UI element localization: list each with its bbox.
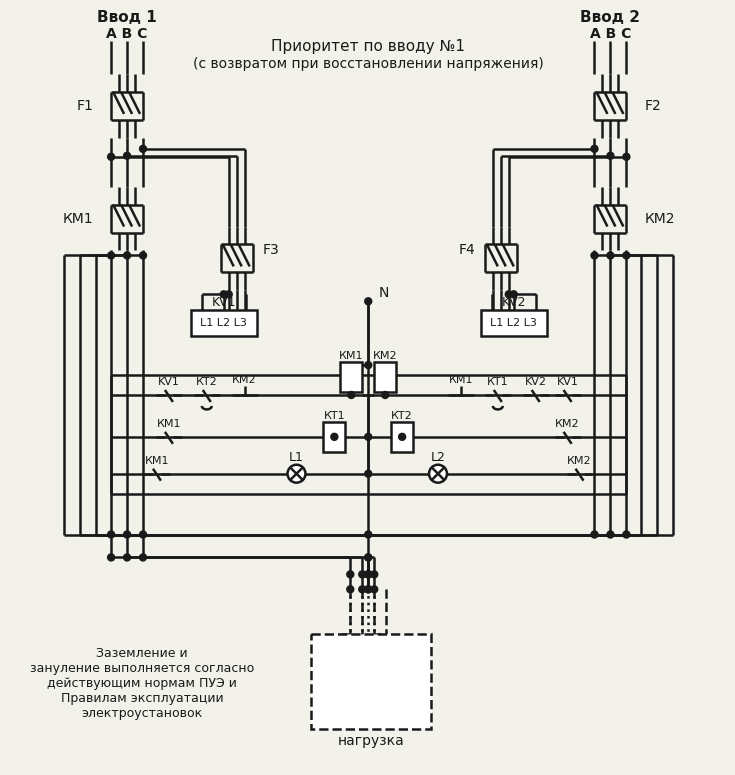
Circle shape (359, 586, 366, 593)
Circle shape (365, 298, 372, 305)
Circle shape (510, 291, 517, 298)
Circle shape (365, 586, 372, 593)
Bar (374, 362, 396, 392)
Text: КМ1: КМ1 (145, 456, 169, 466)
Text: F2: F2 (645, 99, 661, 113)
Text: КТ2: КТ2 (196, 377, 218, 387)
Circle shape (429, 465, 447, 483)
Circle shape (347, 571, 354, 578)
Text: КТ1: КТ1 (487, 377, 509, 387)
Circle shape (591, 146, 598, 153)
Circle shape (365, 571, 372, 578)
Circle shape (365, 571, 372, 578)
Bar (391, 422, 413, 452)
Text: А В С: А В С (107, 27, 148, 41)
Circle shape (365, 571, 372, 578)
Circle shape (370, 586, 378, 593)
Bar (323, 422, 345, 452)
Circle shape (220, 291, 227, 298)
Circle shape (123, 554, 131, 561)
Circle shape (398, 433, 406, 440)
Circle shape (347, 586, 354, 593)
Text: N: N (379, 286, 389, 301)
Circle shape (607, 531, 614, 538)
Text: KV1: KV1 (212, 296, 236, 308)
Text: L2: L2 (431, 451, 445, 464)
Circle shape (225, 291, 232, 298)
Bar (312, 634, 431, 728)
Circle shape (623, 153, 630, 160)
Text: КМ1: КМ1 (339, 351, 364, 361)
Text: Заземление и
зануление выполняется согласно
действующим нормам ПУЭ и
Правилам эк: Заземление и зануление выполняется согла… (30, 647, 254, 721)
Bar (191, 310, 257, 336)
Bar (340, 362, 362, 392)
Circle shape (287, 465, 306, 483)
Text: КМ2: КМ2 (567, 456, 592, 466)
Text: L1: L1 (289, 451, 304, 464)
Text: КМ2: КМ2 (555, 418, 580, 429)
Circle shape (140, 531, 146, 538)
Text: Приоритет по вводу №1: Приоритет по вводу №1 (271, 39, 465, 53)
Bar (481, 310, 547, 336)
Text: КМ2: КМ2 (232, 375, 257, 385)
Text: КМ2: КМ2 (373, 351, 398, 361)
Circle shape (140, 146, 146, 153)
Circle shape (365, 554, 372, 561)
Text: КМ1: КМ1 (157, 418, 181, 429)
Circle shape (359, 571, 366, 578)
Circle shape (607, 153, 614, 160)
Circle shape (123, 531, 131, 538)
Circle shape (140, 554, 146, 561)
Circle shape (591, 252, 598, 259)
Circle shape (607, 252, 614, 259)
Circle shape (370, 571, 378, 578)
Circle shape (107, 554, 115, 561)
Text: L1 L2 L3: L1 L2 L3 (201, 319, 247, 329)
Circle shape (381, 391, 389, 398)
Circle shape (348, 391, 355, 398)
Circle shape (365, 433, 372, 440)
Circle shape (123, 252, 131, 259)
Text: L1 L2 L3: L1 L2 L3 (490, 319, 537, 329)
Text: F4: F4 (458, 243, 475, 257)
Text: КТ2: КТ2 (391, 411, 413, 421)
Text: КМ1: КМ1 (62, 212, 93, 226)
Circle shape (591, 531, 598, 538)
Text: нагрузка: нагрузка (338, 734, 404, 748)
Text: KV1: KV1 (158, 377, 180, 387)
Text: KV2: KV2 (525, 377, 547, 387)
Circle shape (107, 531, 115, 538)
Circle shape (505, 291, 512, 298)
Circle shape (365, 470, 372, 477)
Circle shape (365, 554, 372, 561)
Text: KV1: KV1 (556, 377, 578, 387)
Circle shape (107, 153, 115, 160)
Text: Ввод 1: Ввод 1 (97, 10, 157, 25)
Circle shape (331, 433, 338, 440)
Text: КТ1: КТ1 (323, 411, 345, 421)
Text: F1: F1 (76, 99, 93, 113)
Text: (с возвратом при восстановлении напряжения): (с возвратом при восстановлении напряжен… (193, 57, 544, 71)
Circle shape (623, 531, 630, 538)
Text: KV2: KV2 (501, 296, 526, 308)
Circle shape (365, 362, 372, 369)
Text: А В С: А В С (589, 27, 631, 41)
Text: КМ2: КМ2 (645, 212, 675, 226)
Circle shape (365, 586, 372, 593)
Text: КМ1: КМ1 (448, 375, 473, 385)
Text: F3: F3 (262, 243, 279, 257)
Circle shape (140, 252, 146, 259)
Circle shape (107, 252, 115, 259)
Text: Ввод 2: Ввод 2 (581, 10, 640, 25)
Circle shape (123, 153, 131, 160)
Circle shape (365, 531, 372, 538)
Circle shape (623, 252, 630, 259)
